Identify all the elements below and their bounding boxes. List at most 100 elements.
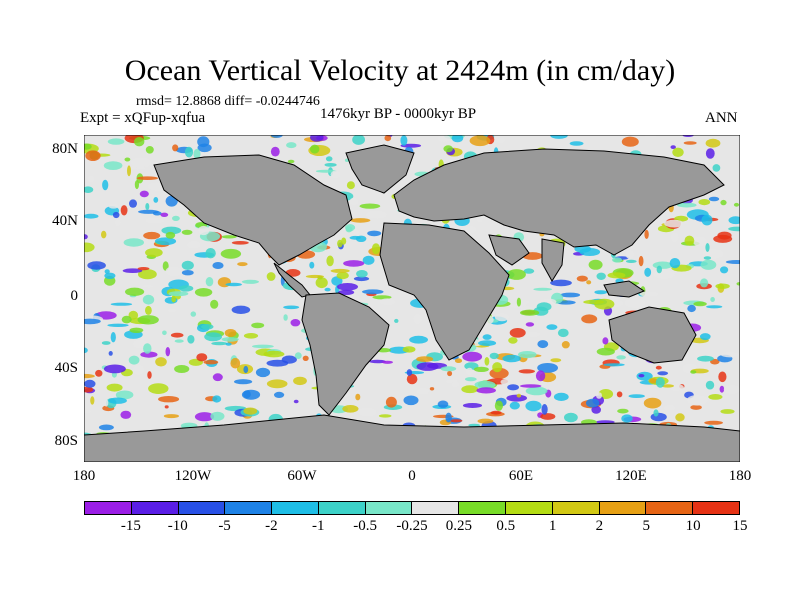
velocity-patch: [212, 395, 222, 403]
velocity-patch: [139, 190, 149, 198]
velocity-patch: [406, 369, 413, 376]
velocity-patch: [706, 305, 723, 309]
velocity-patch: [293, 399, 299, 404]
velocity-patch: [87, 261, 106, 270]
colorbar-swatch: [271, 501, 318, 515]
velocity-patch: [243, 365, 249, 374]
velocity-patch: [454, 358, 463, 363]
velocity-patch: [710, 297, 715, 302]
colorbar-tick-label: -1: [312, 518, 325, 534]
colorbar-swatch: [458, 501, 506, 515]
lon-label-60e: 60E: [508, 468, 534, 484]
velocity-patch: [210, 411, 225, 421]
velocity-patch: [241, 279, 259, 284]
velocity-patch: [138, 209, 159, 214]
velocity-patch: [686, 395, 708, 406]
velocity-patch: [330, 268, 350, 273]
velocity-patch: [165, 231, 176, 239]
velocity-patch: [490, 410, 502, 415]
velocity-patch: [115, 390, 134, 400]
velocity-patch: [416, 387, 430, 395]
velocity-patch: [596, 347, 615, 356]
colorbar-tick-label: -0.25: [396, 518, 428, 534]
velocity-patch: [145, 203, 150, 210]
velocity-patch: [142, 294, 155, 305]
velocity-patch: [178, 285, 194, 292]
velocity-patch: [708, 196, 720, 202]
velocity-patch: [145, 305, 152, 315]
velocity-patch: [309, 261, 315, 269]
velocity-patch: [143, 343, 152, 354]
velocity-patch: [617, 408, 629, 414]
velocity-patch: [677, 202, 697, 208]
velocity-patch: [108, 203, 119, 209]
velocity-patch: [560, 292, 581, 298]
velocity-patch: [352, 228, 359, 235]
velocity-patch: [104, 269, 110, 274]
velocity-patch: [122, 268, 143, 273]
velocity-patch: [84, 386, 94, 393]
velocity-patch: [243, 333, 259, 339]
velocity-patch: [406, 373, 418, 385]
velocity-patch: [108, 351, 113, 356]
velocity-patch: [137, 267, 150, 271]
velocity-patch: [84, 379, 96, 388]
velocity-patch: [437, 400, 449, 408]
velocity-patch: [124, 157, 131, 162]
velocity-patch: [720, 351, 740, 358]
velocity-patch: [107, 323, 129, 327]
velocity-patch: [526, 331, 541, 338]
velocity-patch: [484, 357, 490, 366]
velocity-patch: [101, 341, 111, 345]
velocity-patch: [384, 135, 392, 142]
lat-label-0: 0: [70, 288, 79, 304]
velocity-patch: [607, 272, 626, 279]
velocity-patch: [625, 259, 637, 263]
velocity-patch: [201, 324, 214, 330]
velocity-patch: [494, 312, 510, 322]
velocity-patch: [102, 179, 109, 191]
velocity-patch: [596, 272, 606, 280]
velocity-patch: [478, 340, 497, 346]
velocity-patch: [643, 135, 657, 138]
velocity-patch: [84, 234, 88, 240]
velocity-patch: [409, 335, 428, 344]
land-australia: [608, 306, 697, 364]
velocity-patch: [263, 350, 285, 358]
velocity-patch: [134, 137, 145, 147]
velocity-patch: [509, 401, 520, 410]
colorbar-swatch: [317, 501, 365, 515]
velocity-patch: [305, 274, 324, 279]
velocity-patch: [447, 370, 453, 377]
velocity-patch: [402, 346, 416, 353]
velocity-patch: [725, 260, 740, 264]
velocity-patch: [190, 311, 197, 317]
velocity-patch: [134, 180, 139, 190]
velocity-patch: [84, 186, 94, 193]
velocity-patch: [507, 384, 519, 391]
velocity-patch: [692, 236, 708, 247]
velocity-patch: [581, 314, 598, 324]
velocity-patch: [464, 362, 479, 370]
velocity-patch: [643, 397, 662, 409]
velocity-patch: [697, 355, 714, 362]
velocity-patch: [670, 232, 679, 243]
velocity-patch: [653, 409, 659, 417]
period-label: 1476kyr BP - 0000kyr BP: [320, 106, 477, 122]
velocity-patch: [525, 322, 535, 327]
velocity-patch: [546, 324, 558, 330]
velocity-patch: [591, 405, 601, 414]
velocity-patch: [114, 219, 121, 227]
velocity-patch: [294, 352, 302, 359]
velocity-patch: [107, 138, 125, 145]
velocity-patch: [416, 362, 439, 371]
velocity-patch: [365, 210, 388, 219]
velocity-patch: [95, 369, 103, 377]
colorbar-swatch: [84, 501, 131, 515]
velocity-patch: [210, 299, 219, 309]
velocity-patch: [350, 218, 371, 223]
velocity-patch: [382, 360, 393, 364]
velocity-patch: [713, 234, 733, 243]
velocity-patch: [98, 424, 114, 431]
velocity-patch: [274, 391, 285, 398]
